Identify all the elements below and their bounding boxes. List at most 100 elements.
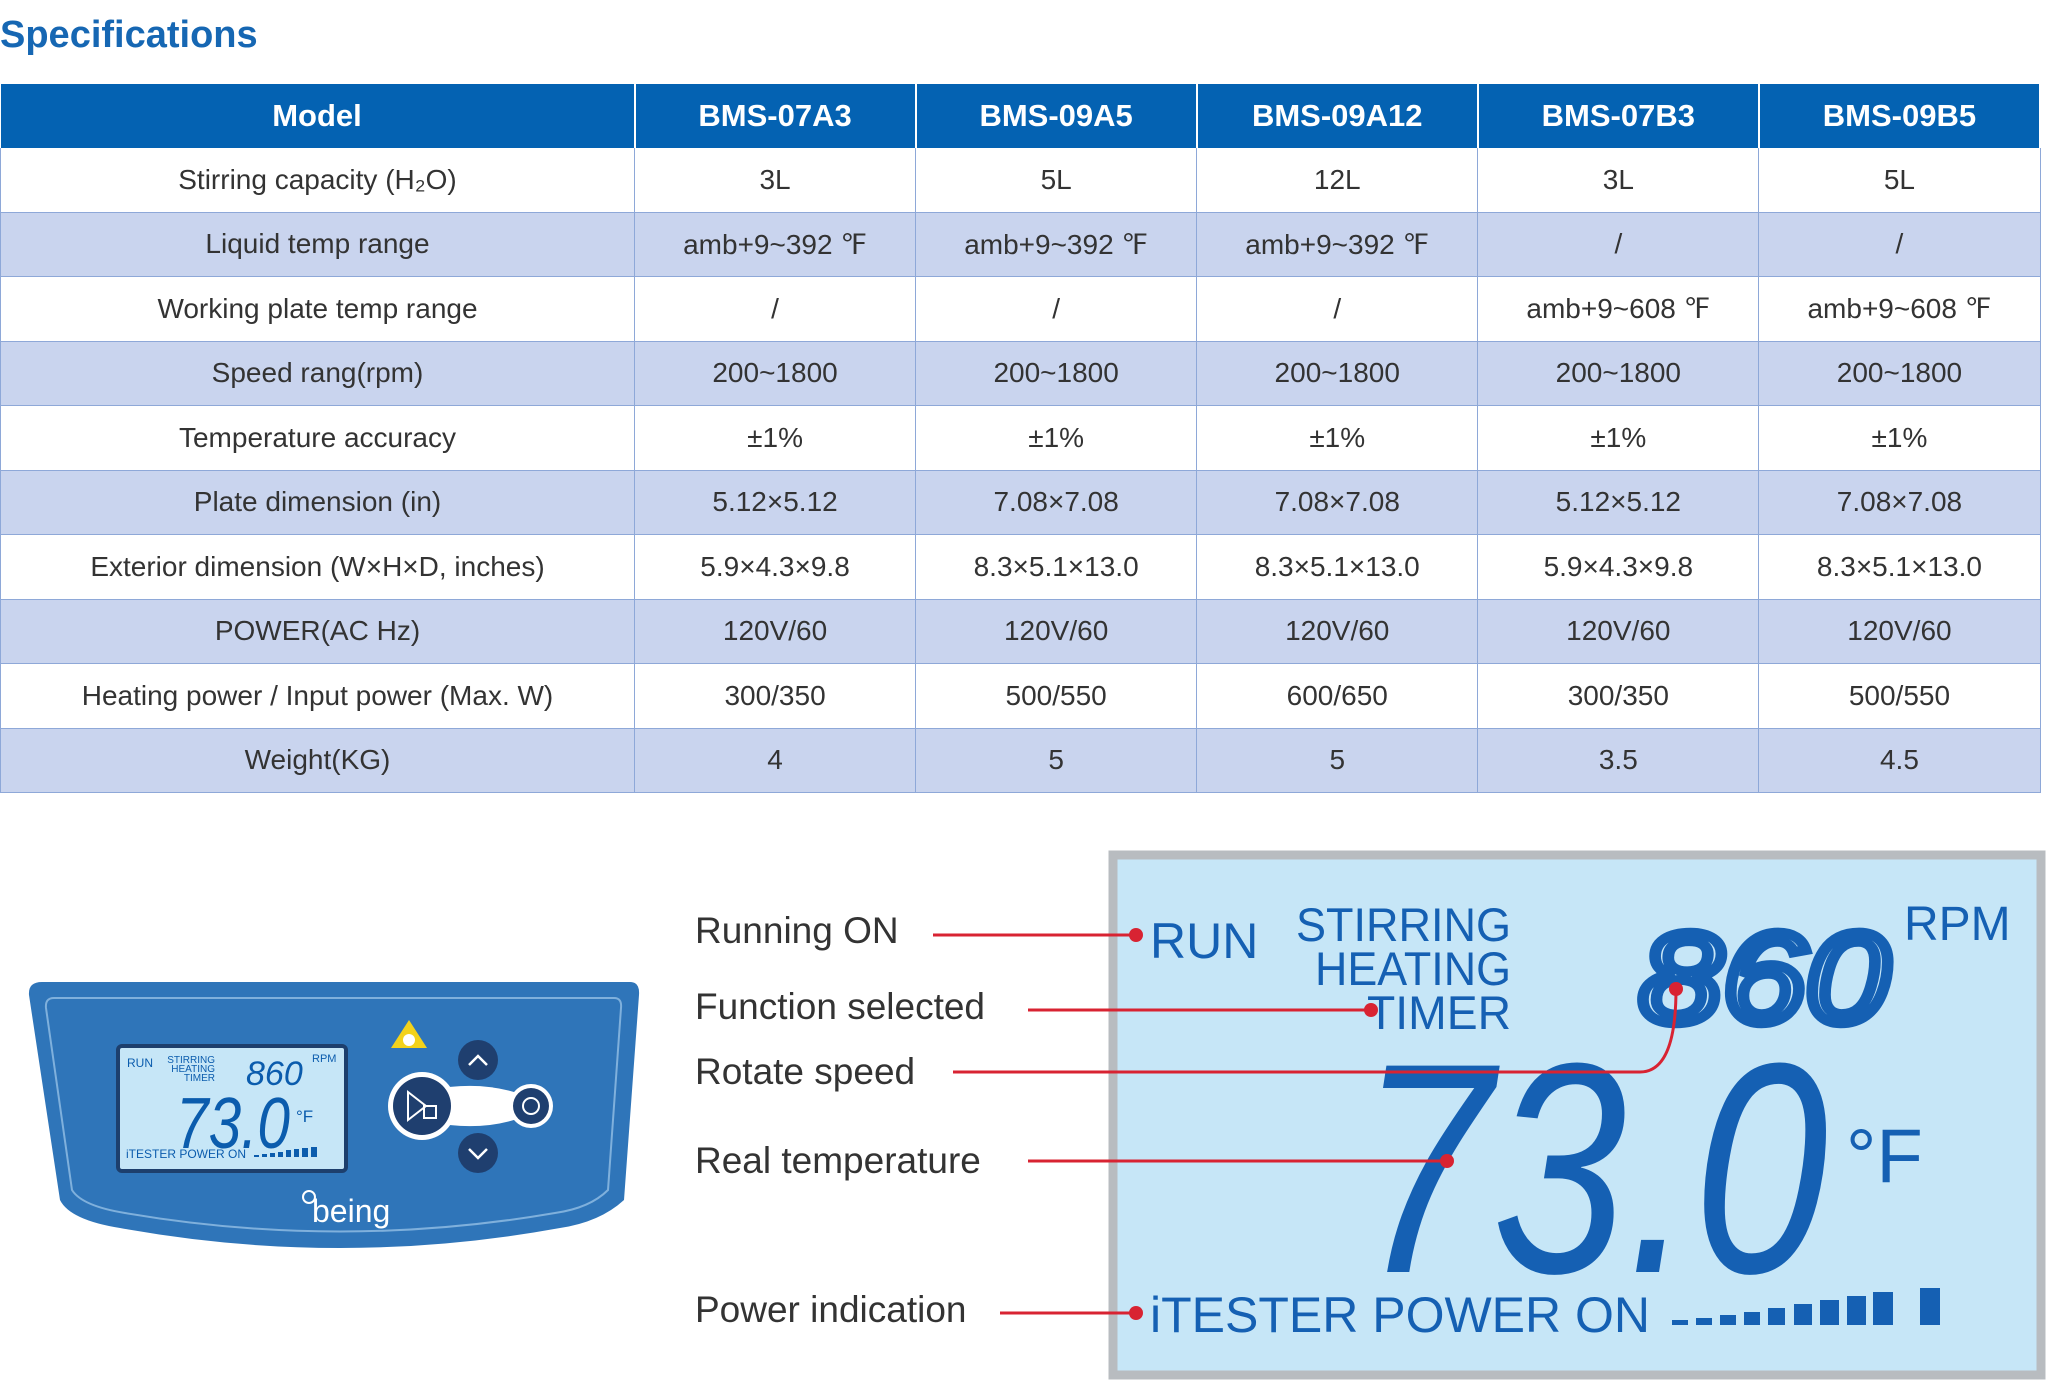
table-row: Speed rang(rpm) 200~1800 200~1800 200~1800 2… [0,341,2041,406]
cell: ±1% [1758,405,2041,471]
row-label: Exterior dimension (W×H×D, inches) [0,534,635,600]
cell: 120V/60 [1477,599,1760,664]
header-cell: BMS-09A5 [915,84,1198,148]
cell: 5.12×5.12 [633,470,917,535]
small-lcd [116,1044,348,1173]
cell: 300/350 [633,663,917,729]
row-label: POWER(AC Hz) [0,599,635,664]
lcd-temp-unit: °F [1846,1114,1923,1199]
callout-label: Real temperature [695,1140,981,1181]
warning-icon [391,1020,427,1048]
lcd-function: TIMER [1367,986,1511,1039]
cell: 200~1800 [633,341,917,406]
lcd-display [1108,850,2046,1380]
cell: 5L [915,148,1198,213]
callout-label: Function selected [695,986,985,1027]
table-row: Liquid temp range amb+9~392 ℉ amb+9~392 ℉ a… [0,212,2041,277]
lcd-speed: 860 [1639,907,1889,1050]
row-label: Weight(KG) [0,728,635,793]
table-header: Model BMS-07A3 BMS-09A5 BMS-09A12 BMS-07B3 BM… [0,84,2042,148]
header-cell: BMS-09A12 [1196,84,1479,148]
cell: 3L [1477,148,1760,213]
cell: 500/550 [1758,663,2041,729]
row-label: Speed rang(rpm) [0,341,635,406]
table-row: POWER(AC Hz) 120V/60 120V/60 120V/60 120V/60… [0,599,2041,664]
cell: 5L [1758,148,2041,213]
small-power: iTESTER POWER ON [126,1147,246,1161]
cell: 120V/60 [1196,599,1479,664]
table-body: Stirring capacity (H₂O) 3L 5L 12L 3L 5L Liquid… [0,148,2041,793]
lcd-power: iTESTER POWER ON [1150,1287,1650,1343]
cell: amb+9~392 ℉ [633,212,917,277]
header-cell: BMS-09B5 [1758,84,2042,148]
settings-button [513,1088,549,1124]
cell: amb+9~392 ℉ [1196,212,1479,277]
cell: 7.08×7.08 [915,470,1198,535]
row-label: Temperature accuracy [0,405,635,471]
header-cell: BMS-07A3 [634,84,917,148]
table-row: Plate dimension (in) 5.12×5.12 7.08×7.08 7.… [0,470,2041,535]
cell: 4.5 [1758,728,2041,793]
cell: 200~1800 [1477,341,1760,406]
table-row: Stirring capacity (H₂O) 3L 5L 12L 3L 5L [0,148,2041,213]
callout-label: Running ON [695,910,899,951]
up-icon [468,1054,488,1066]
callout-label: Rotate speed [695,1051,915,1092]
small-function: TIMER [184,1073,215,1084]
cell: 7.08×7.08 [1196,470,1479,535]
table-row: Temperature accuracy ±1% ±1% ±1% ±1% ±1% [0,405,2041,471]
spec-table: Model BMS-07A3 BMS-09A5 BMS-09A12 BMS-07B3 BM… [0,84,2042,793]
cell: 120V/60 [1758,599,2041,664]
start-icon [407,1089,428,1123]
row-label: Heating power / Input power (Max. W) [0,663,635,729]
lcd-run: RUN [1150,913,1258,969]
cell: 4 [633,728,917,793]
lcd-function: STIRRING [1296,898,1511,951]
callout-label: Power indication [695,1289,966,1330]
down-button [458,1133,498,1173]
cell: 5 [915,728,1198,793]
section-title: Specifications [0,14,258,56]
table-row: Working plate temp range / / / amb+9~608 ℉ am… [0,276,2041,342]
small-temp-unit: °F [296,1107,313,1126]
cell: 600/650 [1196,663,1479,729]
lcd-power-bars [1672,1288,1940,1325]
table-row: Exterior dimension (W×H×D, inches) 5.9×4.… [0,534,2041,600]
cell: ±1% [915,405,1198,471]
panel-border [44,997,623,1233]
row-label: Stirring capacity (H₂O) [0,148,635,213]
cell: / [633,276,917,342]
stop-icon [423,1105,437,1119]
cell: 5.9×4.3×9.8 [1477,534,1760,600]
cell: 5.12×5.12 [1477,470,1760,535]
cell: 120V/60 [915,599,1198,664]
cell: 3L [633,148,917,213]
settings-ring [509,1084,553,1128]
cell: / [1758,212,2041,277]
lcd-function: HEATING [1315,942,1511,995]
cell: 3.5 [1477,728,1760,793]
warning-dot [403,1034,415,1046]
lcd-rpm: RPM [1904,898,2011,951]
cell: ±1% [1477,405,1760,471]
small-power-bars [254,1147,317,1157]
button-ring [388,1072,456,1140]
cell: 500/550 [915,663,1198,729]
cell: ±1% [1196,405,1479,471]
cell: amb+9~392 ℉ [915,212,1198,277]
cell: ±1% [633,405,917,471]
small-rpm: RPM [312,1053,336,1065]
small-speed: 860 [246,1055,303,1093]
button-bridge [430,1085,520,1127]
down-icon [468,1148,488,1160]
cell: / [1477,212,1760,277]
small-run: RUN [127,1056,153,1070]
small-function: STIRRING [167,1055,215,1066]
row-label: Liquid temp range [0,212,635,277]
cell: 200~1800 [1196,341,1479,406]
up-button [458,1040,498,1080]
cell: 8.3×5.1×13.0 [915,534,1198,600]
cell: 300/350 [1477,663,1760,729]
cell: 12L [1196,148,1479,213]
